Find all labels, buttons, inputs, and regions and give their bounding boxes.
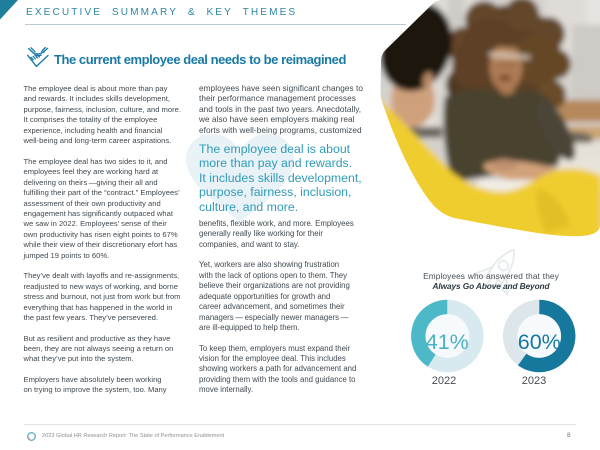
svg-text:41%: 41%	[425, 330, 468, 354]
svg-text:60%: 60%	[517, 330, 560, 354]
